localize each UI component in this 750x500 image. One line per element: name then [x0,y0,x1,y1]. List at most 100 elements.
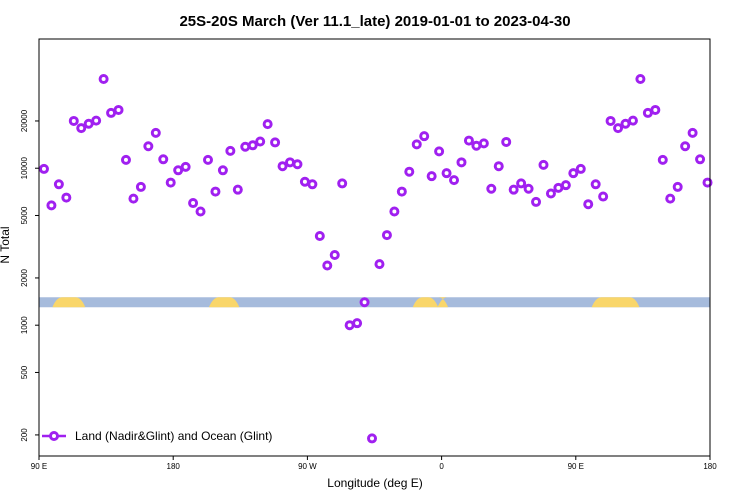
data-point [292,159,303,170]
data-point [568,168,579,179]
x-tick-label: 180 [703,462,717,471]
data-point [195,206,206,217]
x-tick-label: 90 E [31,462,47,471]
data-point [456,157,467,168]
legend-label: Land (Nadir&Glint) and Ocean (Glint) [75,429,272,443]
data-point [210,186,221,197]
data-point [83,118,94,129]
data-point [560,180,571,191]
plot-frame [38,38,711,457]
data-point [113,104,124,115]
land-mass [52,297,86,308]
data-point [217,165,228,176]
data-point [627,115,638,126]
basemap-strip [39,297,710,308]
data-point [143,141,154,152]
data-point [493,161,504,172]
x-tick-label: 90 E [568,462,584,471]
data-point [53,179,64,190]
data-point [650,104,661,115]
land-mass [437,297,449,308]
data-point [180,161,191,172]
data-point [381,230,392,241]
data-point [635,74,646,85]
y-tick-label: 2000 [20,268,29,286]
y-tick-label: 10000 [20,157,29,180]
data-point [583,199,594,210]
data-point [419,131,430,142]
data-point [285,157,296,168]
data-point [590,179,601,190]
data-point [128,193,139,204]
y-axis-title: N Total [0,226,12,263]
land-mass [591,297,640,308]
data-point [508,184,519,195]
data-point [411,139,422,150]
data-point [359,297,370,308]
data-point [38,163,49,174]
data-point [240,141,251,152]
data-point [270,137,281,148]
data-point [523,183,534,194]
data-point [620,118,631,129]
data-point [165,177,176,188]
data-point [98,74,109,85]
data-point [374,259,385,270]
y-tick-label: 20000 [20,109,29,132]
data-point [613,123,624,134]
data-point [344,320,355,331]
data-point [404,166,415,177]
y-tick-label: 200 [20,428,29,442]
data-point [441,168,452,179]
data-point [91,115,102,126]
x-tick-label: 90 W [298,462,317,471]
data-point [680,141,691,152]
data-point [307,179,318,190]
data-point [486,183,497,194]
data-point [337,178,348,189]
data-point [471,140,482,151]
data-point [106,107,117,118]
data-point [478,138,489,149]
data-point [158,154,169,165]
axis-ticks: 90 E 180 90 W 0 90 E 180 200 500 1000 2000 5000 100… [20,109,717,471]
y-tick-label: 500 [20,365,29,379]
legend-marker [49,431,59,441]
data-point [396,186,407,197]
data-points [38,74,713,444]
data-point [150,127,161,138]
data-point [135,181,146,192]
legend: Land (Nadir&Glint) and Ocean (Glint) [42,429,272,443]
data-point [449,175,460,186]
ocean-band [39,297,710,308]
data-point [314,231,325,242]
data-point [687,127,698,138]
data-point [255,136,266,147]
land-mass [412,297,439,308]
data-point [232,184,243,195]
data-point [76,123,87,134]
data-point [389,206,400,217]
land-mass [208,297,240,308]
data-point [188,198,199,209]
data-point [367,433,378,444]
data-point [531,196,542,207]
x-tick-label: 0 [439,462,444,471]
y-tick-label: 5000 [20,206,29,224]
y-tick-label: 1000 [20,316,29,334]
data-point [695,154,706,165]
data-point [426,171,437,182]
chart-title: 25S-20S March (Ver 11.1_late) 2019-01-01… [179,13,570,30]
data-point [657,154,668,165]
data-point [322,260,333,271]
data-point [277,161,288,172]
data-point [516,178,527,189]
data-point [672,181,683,192]
data-point [329,250,340,261]
data-point [545,188,556,199]
data-point [225,145,236,156]
data-point [262,119,273,130]
data-point [538,159,549,170]
data-point [575,163,586,174]
data-point [553,182,564,193]
